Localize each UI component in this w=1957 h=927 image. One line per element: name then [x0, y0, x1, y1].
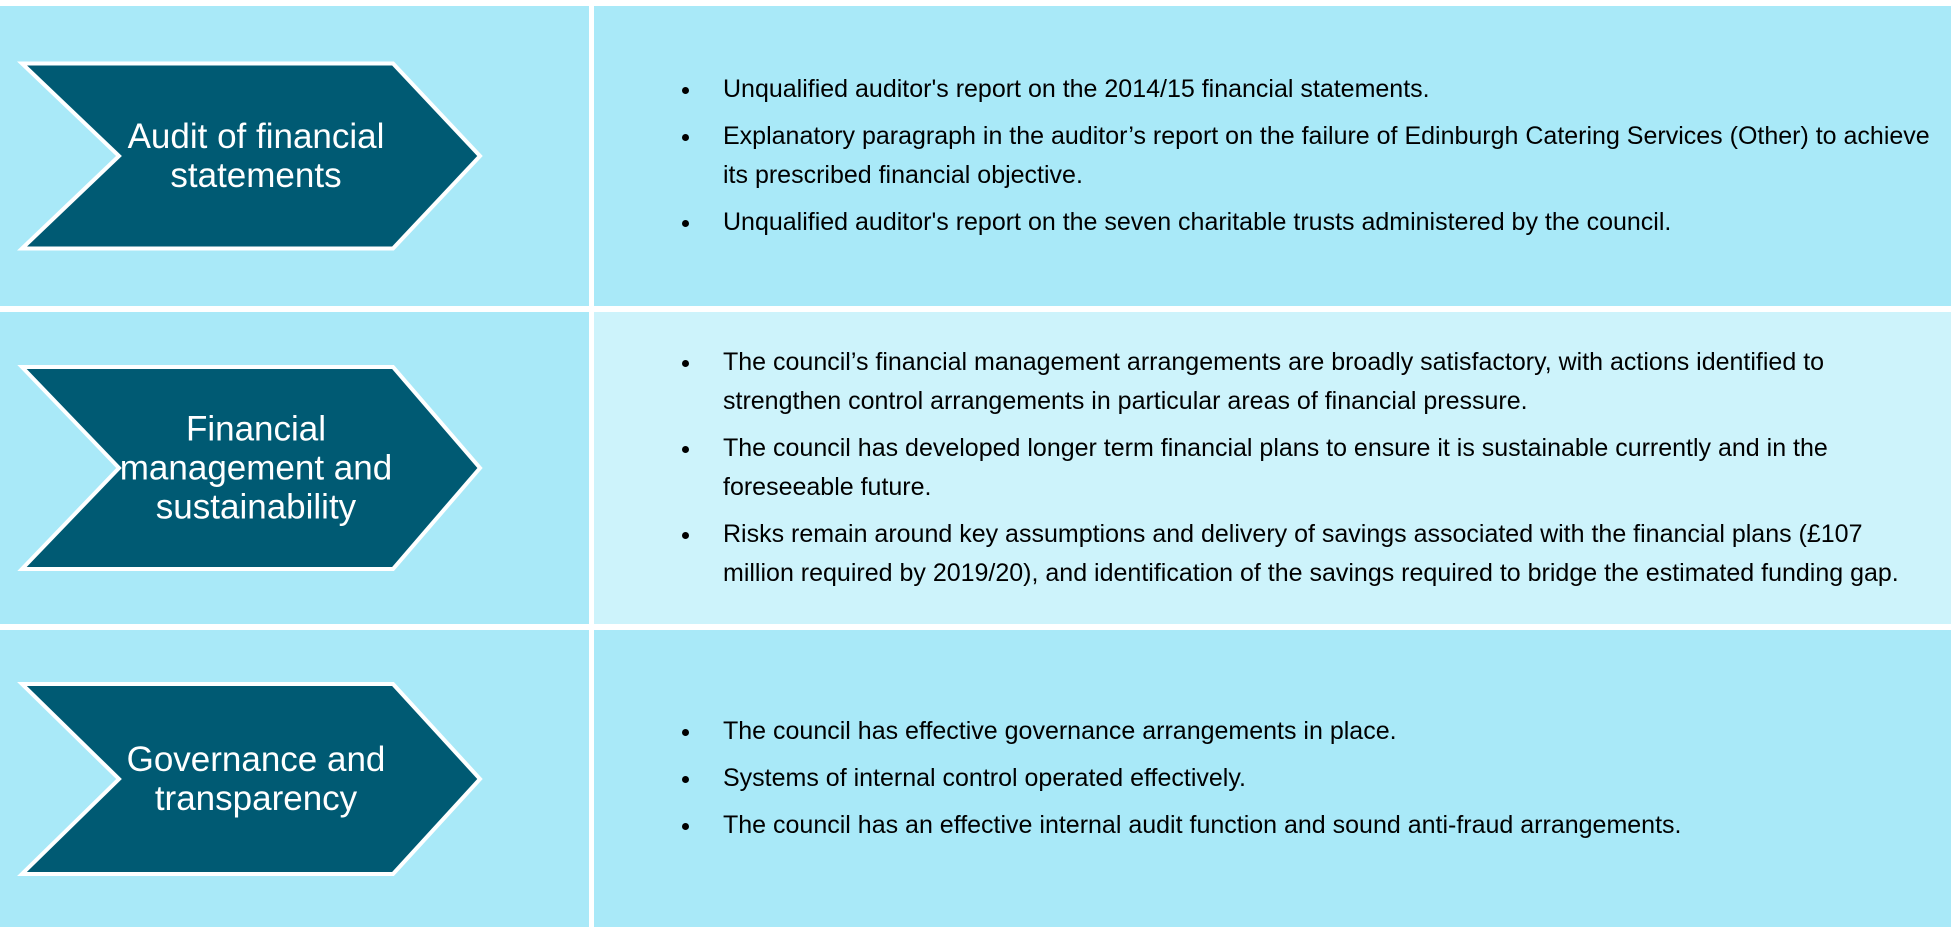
chevron [17, 681, 483, 876]
bullet-item: Risks remain around key assumptions and … [703, 515, 1931, 593]
label-cell: Governance and transparency [0, 630, 589, 927]
row-label: Financial management and sustainability [119, 409, 393, 527]
bullet-list: The council has effective governance arr… [594, 712, 1701, 845]
label-cell: Audit of financial statements [0, 6, 589, 306]
row: Audit of financial statements Unqualified… [0, 6, 1957, 306]
label-cell: Financial management and sustainability [0, 312, 589, 624]
bullet-item: The council’s financial management arran… [703, 343, 1931, 421]
bullet-item: The council has an effective internal au… [703, 806, 1681, 845]
row-label: Audit of financial statements [127, 117, 385, 195]
bullet-item: Systems of internal control operated eff… [703, 759, 1681, 798]
bullet-item: Unqualified auditor's report on the seve… [703, 203, 1931, 242]
bullet-item: Unqualified auditor's report on the 2014… [703, 70, 1931, 109]
bullet-cell: The council has effective governance arr… [594, 630, 1951, 927]
chevron [17, 61, 483, 251]
chevron-shape [17, 681, 483, 876]
bullet-cell: Unqualified auditor's report on the 2014… [594, 6, 1951, 306]
row-label: Governance and transparency [126, 739, 386, 818]
chevron-shape [17, 61, 483, 251]
row: Financial management and sustainability T… [0, 312, 1957, 624]
bullet-item: The council has effective governance arr… [703, 712, 1681, 751]
bullet-item: The council has developed longer term fi… [703, 429, 1931, 507]
bullet-cell: The council’s financial management arran… [594, 312, 1951, 624]
chevron [17, 365, 483, 571]
bullet-list: The council’s financial management arran… [594, 343, 1951, 593]
bullet-item: Explanatory paragraph in the auditor’s r… [703, 117, 1931, 195]
chevron-shape [17, 365, 483, 571]
row: Governance and transparency The council h… [0, 630, 1957, 927]
bullet-list: Unqualified auditor's report on the 2014… [594, 70, 1951, 242]
